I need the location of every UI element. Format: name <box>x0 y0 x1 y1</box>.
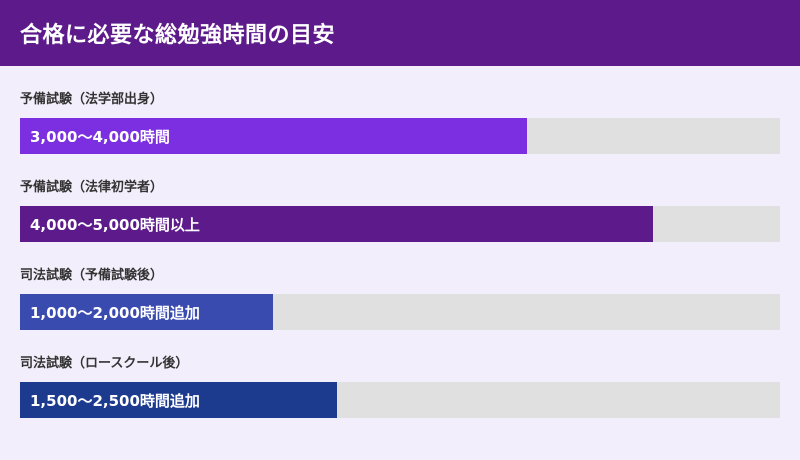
bar-chart: 予備試験（法学部出身） 3,000〜4,000時間予備試験（法律初学者） 4,000… <box>0 66 800 460</box>
bar-value-label: 1,500〜2,500時間追加 <box>30 391 200 410</box>
category-label: 予備試験（法律初学者） <box>20 180 164 195</box>
bar-track: 3,000〜4,000時間 <box>20 118 780 154</box>
bar-value-label: 4,000〜5,000時間以上 <box>30 215 200 234</box>
category-label: 司法試験（予備試験後） <box>20 268 164 283</box>
bar-track: 1,000〜2,000時間追加 <box>20 294 780 330</box>
bar-row: 予備試験（法学部出身） 3,000〜4,000時間 <box>20 90 780 154</box>
bar-value-label: 3,000〜4,000時間 <box>30 127 170 146</box>
category-label: 予備試験（法学部出身） <box>20 92 164 107</box>
bar-row: 司法試験（ロースクール後） 1,500〜2,500時間追加 <box>20 354 780 418</box>
category-label: 司法試験（ロースクール後） <box>20 356 189 371</box>
chart-title: 合格に必要な総勉強時間の目安 <box>20 23 336 48</box>
bar: 1,000〜2,000時間追加 <box>20 294 273 330</box>
bar-row: 司法試験（予備試験後） 1,000〜2,000時間追加 <box>20 266 780 330</box>
bar-row: 予備試験（法律初学者） 4,000〜5,000時間以上 <box>20 178 780 242</box>
bar-value-label: 1,000〜2,000時間追加 <box>30 303 200 322</box>
chart-header: 合格に必要な総勉強時間の目安 <box>0 0 800 66</box>
bar: 4,000〜5,000時間以上 <box>20 206 653 242</box>
bar-track: 1,500〜2,500時間追加 <box>20 382 780 418</box>
bar: 3,000〜4,000時間 <box>20 118 527 154</box>
bar: 1,500〜2,500時間追加 <box>20 382 337 418</box>
bar-track: 4,000〜5,000時間以上 <box>20 206 780 242</box>
